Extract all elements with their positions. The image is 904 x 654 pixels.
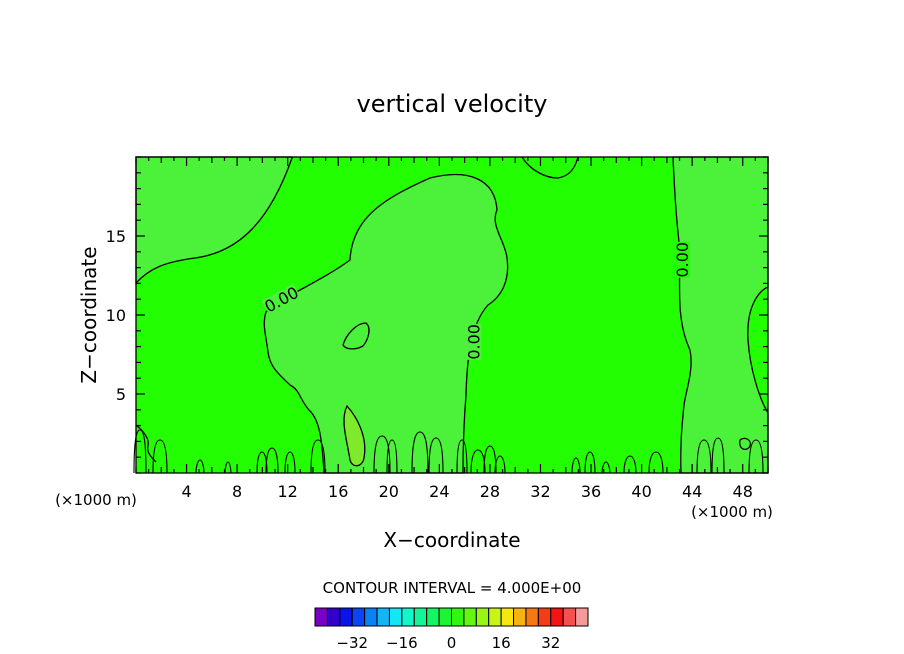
colorbar-tick-label: −16 — [386, 634, 418, 652]
contour-label: 0.00 — [673, 241, 692, 278]
colorbar-swatch — [463, 607, 477, 627]
colorbar-swatch — [475, 607, 490, 627]
contour-label: 0.00 — [464, 323, 483, 360]
x-unit-label-right: (×1000 m) — [691, 503, 773, 521]
x-tick-label: 44 — [682, 482, 702, 501]
colorbar-swatch — [314, 607, 328, 627]
x-tick-label: 24 — [429, 482, 449, 501]
x-tick-label: 8 — [232, 482, 242, 501]
colorbar-swatch — [438, 607, 453, 627]
colorbar: −32 −16 0 16 32 — [314, 607, 589, 652]
y-tick-label: 15 — [106, 227, 126, 246]
colorbar-tick-label: 16 — [492, 634, 511, 652]
plot-area: 0.000.000.00 — [133, 156, 769, 474]
x-tick-label: 20 — [379, 482, 399, 501]
y-axis-ticks: 5 10 15 — [106, 156, 768, 474]
x-tick-label: 4 — [181, 482, 191, 501]
y-tick-label: 5 — [116, 385, 126, 404]
contour-label-bg — [465, 323, 482, 360]
colorbar-swatch — [376, 607, 390, 627]
upward-region — [135, 156, 509, 474]
y-axis-label: Z−coordinate — [77, 246, 101, 383]
colorbar-swatch — [513, 607, 527, 627]
y-tick-label: 10 — [106, 306, 126, 325]
colorbar-swatch — [364, 607, 378, 627]
contour-right-edge — [739, 437, 751, 451]
colorbar-swatch — [550, 607, 564, 627]
colorbar-swatch — [488, 607, 502, 627]
chart-title: vertical velocity — [357, 90, 548, 118]
contour-label-bg — [261, 283, 302, 315]
colorbar-swatch — [575, 607, 589, 627]
x-axis-label: X−coordinate — [383, 528, 520, 552]
x-tick-label: 40 — [631, 482, 651, 501]
strong-upward-core — [343, 404, 366, 467]
x-axis-ticks: 4 8 12 16 20 24 28 32 36 40 44 48 — [135, 157, 769, 501]
colorbar-swatch — [525, 607, 539, 627]
colorbar-swatch — [413, 607, 428, 627]
x-tick-label: 32 — [530, 482, 550, 501]
colorbar-swatch — [339, 607, 353, 627]
x-tick-label: 36 — [581, 482, 601, 501]
colorbar-swatch — [401, 607, 415, 627]
colorbar-swatch — [426, 607, 440, 627]
colorbar-swatch — [451, 607, 465, 627]
contour-interval-text: CONTOUR INTERVAL = 4.000E+00 — [323, 579, 582, 597]
colorbar-swatch — [537, 607, 552, 627]
x-tick-label: 48 — [733, 482, 753, 501]
colorbar-tick-label: 32 — [541, 634, 560, 652]
contour-top-cap — [521, 156, 579, 179]
colorbar-swatch — [562, 607, 577, 627]
colorbar-swatch — [500, 607, 515, 627]
x-unit-label-left: (×1000 m) — [55, 491, 137, 509]
colorbar-swatch — [326, 607, 341, 627]
x-tick-label: 12 — [278, 482, 298, 501]
colorbar-tick-label: 0 — [447, 634, 457, 652]
contour-label-bg — [674, 241, 691, 278]
near-surface-contours — [133, 429, 764, 474]
colorbar-swatch — [388, 607, 403, 627]
contour-label-text: 0.00 — [673, 242, 692, 278]
colorbar-tick-label: −32 — [336, 634, 368, 652]
x-tick-label: 16 — [328, 482, 348, 501]
contour-labels: 0.000.000.00 — [261, 241, 692, 360]
contour-label-text: 0.00 — [464, 324, 483, 360]
closed-contour-blob — [342, 322, 370, 350]
x-tick-label: 28 — [480, 482, 500, 501]
colorbar-swatch — [351, 607, 366, 627]
